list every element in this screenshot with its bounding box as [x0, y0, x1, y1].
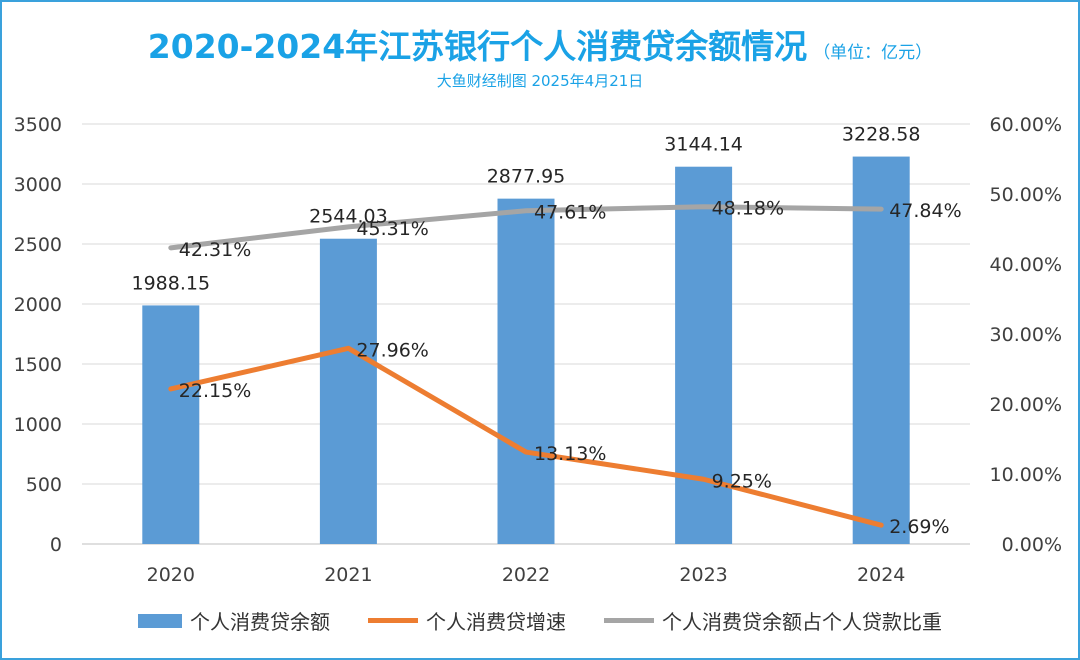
x-tick-label: 2023 — [679, 564, 727, 586]
chart-title: 2020-2024年江苏银行个人消费贷余额情况 — [147, 27, 808, 66]
y-left-tick-label: 500 — [26, 474, 62, 496]
chart-subtitle: 大鱼财经制图 2025年4月21日 — [436, 72, 644, 90]
y-right-tick-label: 40.00% — [990, 254, 1062, 276]
bar — [142, 305, 200, 544]
y-right-tick-label: 50.00% — [990, 184, 1062, 206]
x-tick-label: 2024 — [857, 564, 905, 586]
legend-item-balance: 个人消费贷余额 — [138, 606, 330, 635]
y-left-tick-label: 3000 — [14, 174, 62, 196]
bar-data-label: 3144.14 — [664, 134, 743, 156]
growth-line — [168, 345, 884, 528]
bar-data-label: 3228.58 — [842, 124, 921, 146]
y-right-tick-label: 60.00% — [990, 114, 1062, 136]
growth-data-label: 27.96% — [356, 339, 428, 361]
chart-unit: （单位：亿元） — [813, 43, 933, 63]
bar-data-label: 2877.95 — [487, 166, 566, 188]
y-left-tick-label: 1000 — [14, 414, 62, 436]
growth-data-label: 22.15% — [179, 380, 251, 402]
share-data-label: 47.84% — [889, 200, 961, 222]
bar-data-label: 2544.03 — [309, 206, 388, 228]
legend-item-growth: 个人消费贷增速 — [368, 606, 566, 635]
growth-data-label: 2.69% — [889, 516, 949, 538]
x-tick-label: 2020 — [147, 564, 195, 586]
y-left-tick-label: 1500 — [14, 354, 62, 376]
bar — [497, 198, 555, 544]
growth-data-label: 13.13% — [534, 443, 606, 465]
y-right-tick-label: 10.00% — [990, 464, 1062, 486]
share-data-label: 48.18% — [712, 198, 784, 220]
legend-swatch-growth — [368, 618, 418, 623]
legend-swatch-share — [604, 618, 654, 623]
legend: 个人消费贷余额 个人消费贷增速 个人消费贷余额占个人贷款比重 — [0, 606, 1080, 635]
legend-label-growth: 个人消费贷增速 — [426, 610, 566, 634]
y-left-tick-label: 3500 — [14, 114, 62, 136]
share-data-label: 45.31% — [356, 218, 428, 240]
bar — [319, 238, 377, 544]
y-left-tick-label: 2000 — [14, 294, 62, 316]
y-left-tick-label: 2500 — [14, 234, 62, 256]
share-data-label: 47.61% — [534, 202, 606, 224]
x-tick-label: 2021 — [324, 564, 372, 586]
growth-data-label: 9.25% — [712, 470, 772, 492]
legend-label-balance: 个人消费贷余额 — [190, 610, 330, 634]
legend-item-share: 个人消费贷余额占个人贷款比重 — [604, 606, 942, 635]
chart-title-block: 2020-2024年江苏银行个人消费贷余额情况 （单位：亿元） — [0, 20, 1080, 68]
legend-label-share: 个人消费贷余额占个人贷款比重 — [662, 610, 942, 634]
x-tick-label: 2022 — [502, 564, 550, 586]
y-left-tick-label: 0 — [50, 534, 62, 556]
y-right-tick-label: 30.00% — [990, 324, 1062, 346]
legend-swatch-balance — [138, 613, 182, 628]
share-data-label: 42.31% — [179, 239, 251, 261]
bar-data-label: 1988.15 — [132, 272, 211, 294]
y-right-tick-label: 20.00% — [990, 394, 1062, 416]
share-line — [168, 204, 884, 251]
bar — [852, 156, 910, 544]
y-right-tick-label: 0.00% — [1002, 534, 1062, 556]
